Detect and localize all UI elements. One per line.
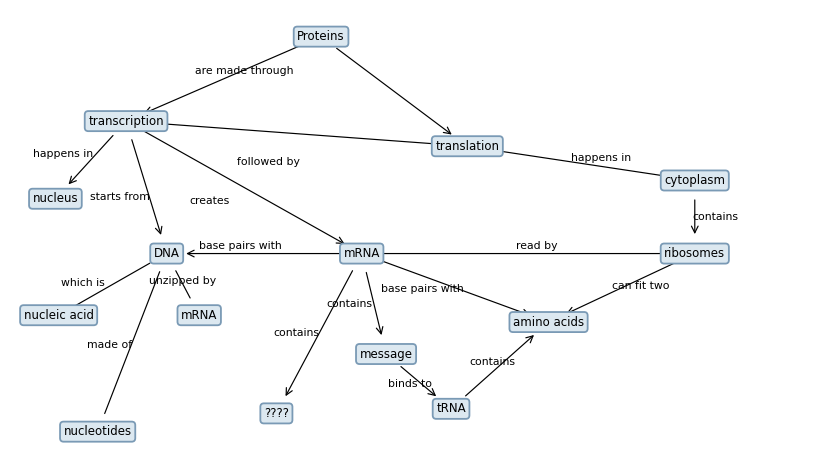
Text: contains: contains bbox=[273, 329, 320, 338]
Text: unzipped by: unzipped by bbox=[149, 276, 216, 286]
Text: mRNA: mRNA bbox=[343, 247, 379, 260]
Text: are made through: are made through bbox=[195, 66, 293, 76]
Text: nucleotides: nucleotides bbox=[64, 425, 132, 438]
Text: binds to: binds to bbox=[388, 379, 431, 389]
Text: mRNA: mRNA bbox=[181, 308, 217, 322]
Text: happens in: happens in bbox=[33, 150, 94, 159]
Text: DNA: DNA bbox=[153, 247, 180, 260]
Text: made of: made of bbox=[87, 340, 132, 350]
Text: Proteins: Proteins bbox=[297, 30, 344, 43]
Text: cytoplasm: cytoplasm bbox=[663, 174, 724, 187]
Text: creates: creates bbox=[190, 196, 229, 206]
Text: read by: read by bbox=[515, 241, 556, 251]
Text: base pairs with: base pairs with bbox=[199, 241, 282, 251]
Text: can fit two: can fit two bbox=[611, 281, 668, 290]
Text: starts from: starts from bbox=[90, 192, 150, 202]
Text: ????: ???? bbox=[263, 407, 288, 420]
Text: which is: which is bbox=[61, 278, 105, 288]
Text: contains: contains bbox=[469, 357, 515, 367]
Text: happens in: happens in bbox=[570, 153, 631, 163]
Text: nucleic acid: nucleic acid bbox=[24, 308, 94, 322]
Text: transcription: transcription bbox=[88, 115, 164, 128]
Text: followed by: followed by bbox=[237, 157, 300, 167]
Text: contains: contains bbox=[691, 212, 737, 222]
Text: base pairs with: base pairs with bbox=[381, 284, 464, 294]
Text: tRNA: tRNA bbox=[436, 402, 465, 415]
Text: ribosomes: ribosomes bbox=[663, 247, 724, 260]
Text: nucleus: nucleus bbox=[32, 192, 78, 205]
Text: contains: contains bbox=[326, 299, 372, 309]
Text: translation: translation bbox=[435, 140, 498, 153]
Text: amino acids: amino acids bbox=[513, 315, 584, 329]
Text: message: message bbox=[359, 348, 412, 361]
